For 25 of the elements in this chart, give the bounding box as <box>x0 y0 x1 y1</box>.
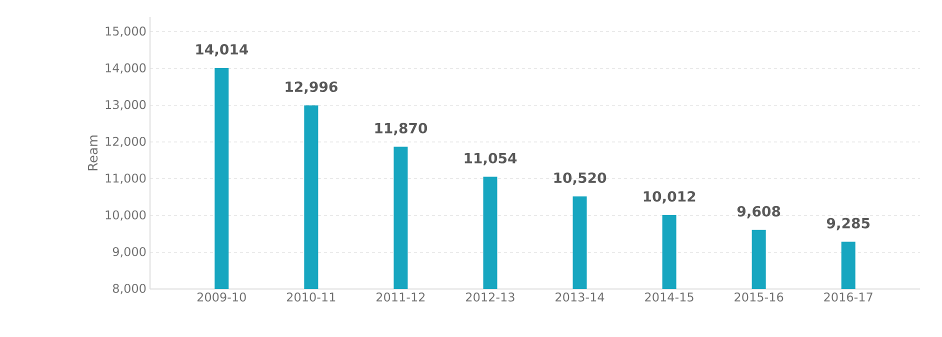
data-label: 10,012 <box>644 191 696 204</box>
data-label: 12,996 <box>286 81 338 94</box>
y-axis-title: Ream <box>88 136 98 170</box>
x-tick-label: 2009-10 <box>197 292 246 302</box>
y-tick-label: 12,000 <box>106 136 146 148</box>
y-tick-label: 8,000 <box>112 284 146 294</box>
x-tick-label: 2016-17 <box>824 292 872 302</box>
x-tick-label: 2014-15 <box>645 292 694 302</box>
y-tick-label: 15,000 <box>106 26 146 37</box>
x-tick-label: 2015-16 <box>734 292 784 302</box>
x-tick-label: 2013-14 <box>556 292 604 302</box>
y-tick-label: 14,000 <box>106 63 146 74</box>
x-tick-label: 2012-13 <box>466 292 514 302</box>
x-tick-label: 2011-12 <box>376 292 425 302</box>
y-tick-label: 13,000 <box>106 100 146 110</box>
data-label: 11,054 <box>464 152 517 166</box>
data-label: 10,520 <box>554 172 606 185</box>
y-tick-label: 9,000 <box>112 247 146 258</box>
data-label: 11,870 <box>375 122 428 136</box>
y-tick-label: 11,000 <box>106 174 146 184</box>
data-label: 14,014 <box>196 44 248 56</box>
y-tick-label: 10,000 <box>106 210 146 221</box>
x-tick-label: 2010-11 <box>286 292 336 302</box>
data-label: 9,285 <box>826 218 870 230</box>
data-label: 9,608 <box>737 206 780 218</box>
